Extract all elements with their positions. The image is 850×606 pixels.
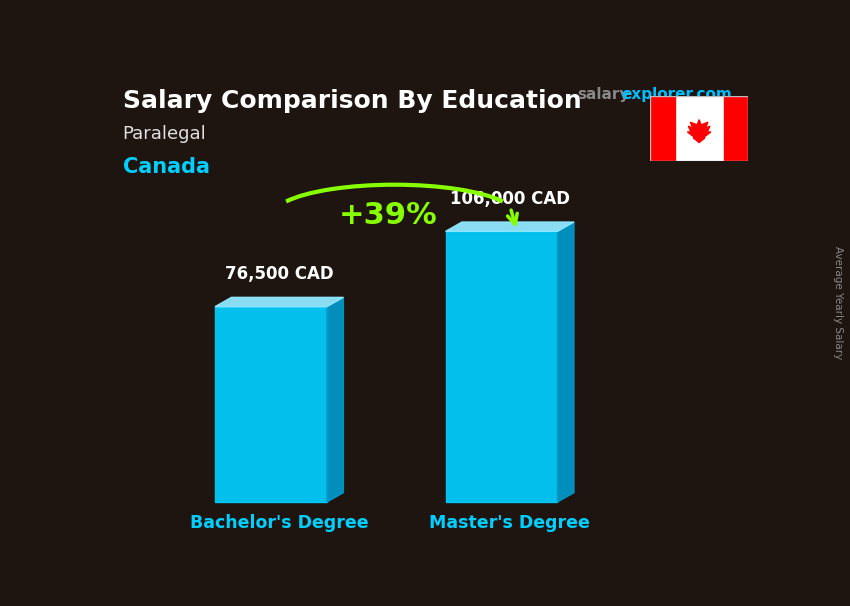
Text: Average Yearly Salary: Average Yearly Salary <box>833 247 843 359</box>
Polygon shape <box>688 119 711 142</box>
Text: Canada: Canada <box>122 157 210 177</box>
Polygon shape <box>445 231 558 502</box>
Text: Salary Comparison By Education: Salary Comparison By Education <box>122 89 581 113</box>
Polygon shape <box>327 298 343 502</box>
Polygon shape <box>215 298 343 307</box>
Text: Master's Degree: Master's Degree <box>429 514 590 531</box>
Text: +39%: +39% <box>338 201 437 230</box>
Polygon shape <box>558 222 574 502</box>
Polygon shape <box>215 307 327 502</box>
Text: salary: salary <box>577 87 630 102</box>
Polygon shape <box>723 96 748 161</box>
Text: explorer.com: explorer.com <box>621 87 732 102</box>
Polygon shape <box>650 96 748 161</box>
Text: 106,000 CAD: 106,000 CAD <box>450 190 570 208</box>
Text: 76,500 CAD: 76,500 CAD <box>225 265 333 284</box>
Text: Bachelor's Degree: Bachelor's Degree <box>190 514 369 531</box>
Text: Paralegal: Paralegal <box>122 125 207 144</box>
Polygon shape <box>445 222 574 231</box>
Polygon shape <box>650 96 675 161</box>
